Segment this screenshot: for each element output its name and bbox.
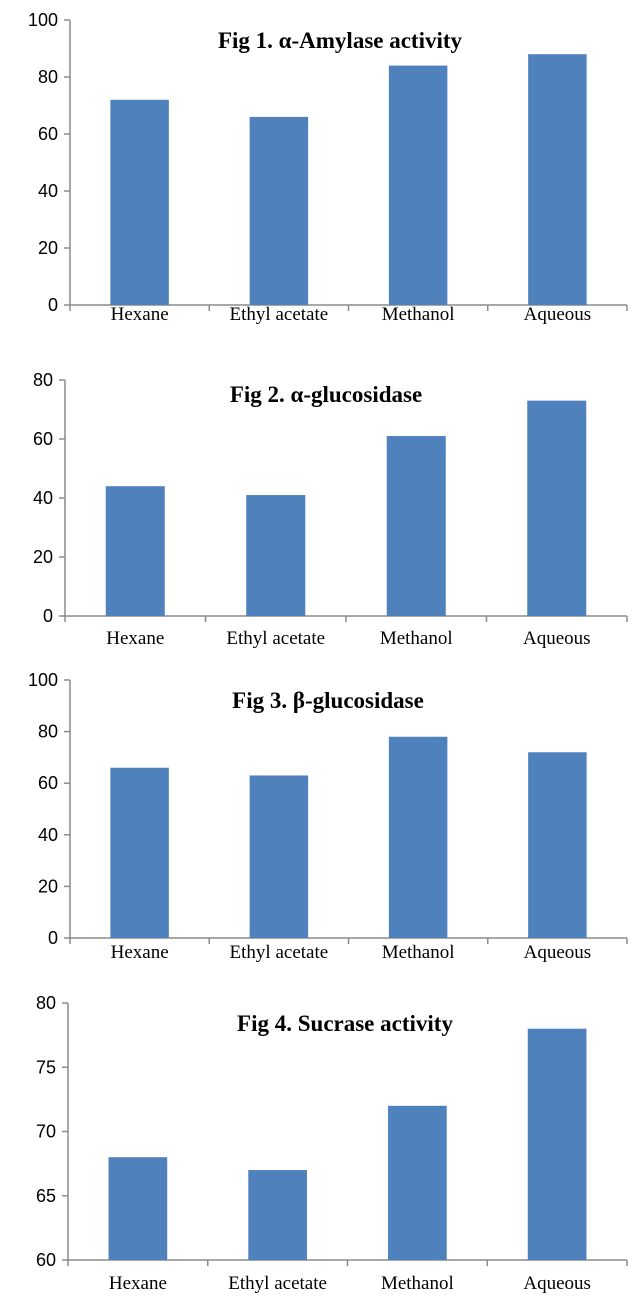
x-tick-label: Ethyl acetate [230,304,329,325]
x-tick-label: Hexane [111,942,169,963]
chart-fig-2: 0 20 40 60 80 Hexane Ethyl acetate Methanol Aque… [0,338,637,654]
chart-svg: 60 65 70 75 80 Hexane Ethyl acetate Methanol Aqu… [36,993,628,1294]
y-tick-label: 20 [38,238,58,258]
y-tick-label: 0 [43,606,53,626]
y-tick-label: 100 [28,670,58,690]
chart-fig-3: 0 20 40 60 80 100 Hexane Ethyl acetate Methanol A… [0,654,637,969]
bar-ethyl-acetate [249,775,309,938]
x-tick-label: Hexane [109,1273,167,1294]
chart-title: Fig 1. α-Amylase activity [218,28,463,53]
chart-fig-1: 0 20 40 60 80 100 Hexane Ethyl acetate Methanol A… [0,0,637,338]
x-tick-label: Aqueous [524,304,592,325]
bar-hexane [105,486,165,616]
y-tick-label: 60 [36,1250,56,1270]
y-tick-label: 60 [33,429,53,449]
x-tick-label: Ethyl acetate [230,942,329,963]
y-tick-label: 20 [38,876,58,896]
bar-hexane [108,1157,168,1260]
x-tick-label: Methanol [381,1273,454,1294]
y-tick-label: 20 [33,547,53,567]
y-tick-label: 80 [38,67,58,87]
bar-aqueous [527,1028,587,1260]
y-tick-label: 40 [38,181,58,201]
x-tick-label: Methanol [382,942,455,963]
x-tick-label: Aqueous [523,1273,591,1294]
bar-ethyl-acetate [248,1170,307,1260]
bar-aqueous [528,752,587,938]
y-tick-label: 40 [33,488,53,508]
y-tick-label: 80 [36,993,56,1013]
bar-aqueous [528,54,587,306]
x-tick-label: Aqueous [524,942,592,963]
x-tick-label: Hexane [111,304,169,325]
x-tick-label: Ethyl acetate [226,628,325,649]
y-tick-label: 65 [36,1186,56,1206]
x-tick-label: Aqueous [523,628,591,649]
y-tick-label: 60 [38,124,58,144]
y-tick-label: 80 [38,722,58,742]
chart-title: Fig 4. Sucrase activity [237,1011,453,1036]
bar-methanol [388,736,448,938]
chart-svg: 0 20 40 60 80 Hexane Ethyl acetate Methanol Aque… [33,370,628,649]
x-tick-label: Methanol [382,304,455,325]
x-tick-label: Ethyl acetate [228,1273,327,1294]
chart-svg: 0 20 40 60 80 100 Hexane Ethyl acetate Methanol A… [28,10,628,325]
y-tick-label: 70 [36,1122,56,1142]
bar-methanol [386,436,446,616]
bar-methanol [388,1105,447,1260]
bar-hexane [110,99,169,305]
y-tick-label: 0 [48,295,58,315]
chart-fig-4: 60 65 70 75 80 Hexane Ethyl acetate Methanol Aqu… [0,969,637,1299]
chart-title: Fig 3. β-glucosidase [232,688,424,713]
y-tick-label: 0 [48,928,58,948]
bar-ethyl-acetate [249,116,309,306]
bar-methanol [388,65,448,305]
y-tick-label: 100 [28,10,58,30]
y-tick-label: 75 [36,1057,56,1077]
bar-hexane [110,767,169,938]
x-tick-label: Hexane [106,628,164,649]
y-tick-label: 80 [33,370,53,390]
chart-title: Fig 2. α-glucosidase [230,382,422,407]
y-tick-label: 60 [38,773,58,793]
bar-ethyl-acetate [246,495,306,616]
y-tick-label: 40 [38,825,58,845]
chart-svg: 0 20 40 60 80 100 Hexane Ethyl acetate Methanol A… [28,670,628,963]
bar-aqueous [527,400,587,616]
x-tick-label: Methanol [380,628,453,649]
